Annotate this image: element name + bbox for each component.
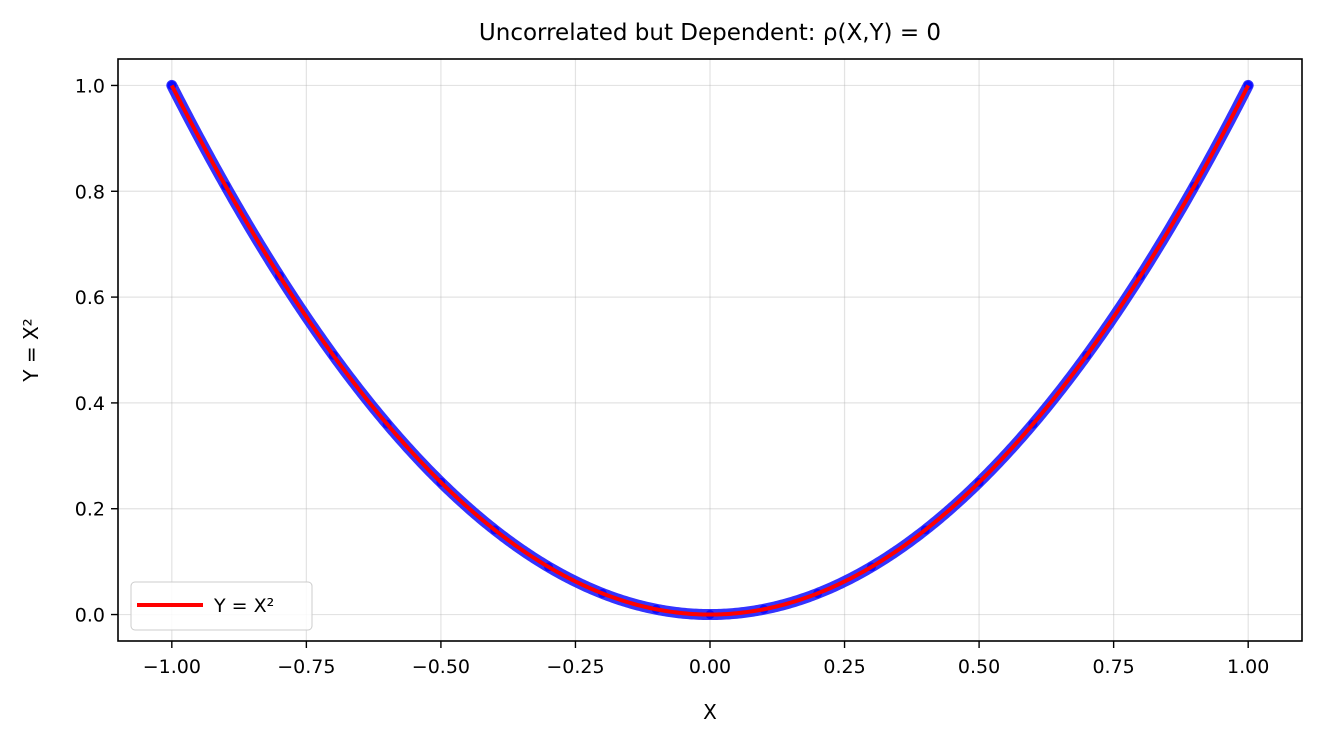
x-tick-label: −1.00: [143, 656, 201, 678]
x-axis-label: X: [703, 700, 717, 724]
x-tick-label: −0.50: [412, 656, 470, 678]
y-axis-label: Y = X²: [19, 318, 43, 382]
legend: Y = X²: [130, 581, 313, 631]
y-tick-label: 0.4: [75, 393, 105, 415]
grid-lines: [118, 59, 1302, 641]
y-tick-label: 0.2: [75, 499, 105, 521]
x-tick-label: 0.00: [689, 656, 731, 678]
x-tick-label: 0.25: [823, 656, 865, 678]
x-tick-label: −0.25: [546, 656, 604, 678]
curve-line: [170, 84, 1250, 617]
x-tick-label: −0.75: [277, 656, 335, 678]
y-tick-label: 0.0: [75, 605, 105, 627]
y-tick-label: 1.0: [75, 75, 105, 97]
x-tick-label: 0.75: [1092, 656, 1134, 678]
y-tick-label: 0.6: [75, 287, 105, 309]
axis-ticks: −1.00 −0.75 −0.50 −0.25 0.00 0.25 0.50 0.75 1.00…: [75, 75, 1270, 678]
legend-label: Y = X²: [213, 595, 274, 617]
y-tick-label: 0.8: [75, 181, 105, 203]
x-tick-label: 0.50: [958, 656, 1000, 678]
x-tick-label: 1.00: [1227, 656, 1269, 678]
curve-series: [170, 84, 1250, 617]
legend-box: [130, 581, 313, 631]
chart-title: Uncorrelated but Dependent: ρ(X,Y) = 0: [479, 20, 941, 46]
